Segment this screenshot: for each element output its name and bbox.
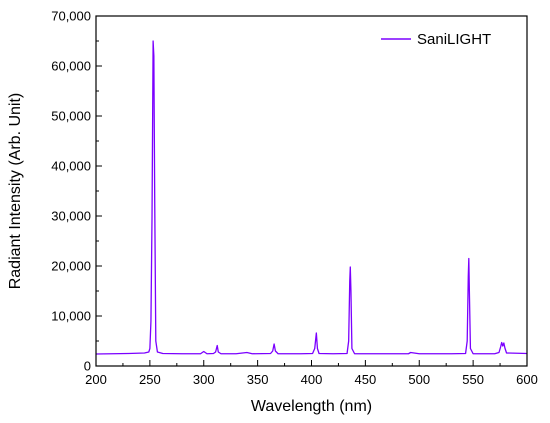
y-axis-ticks bbox=[96, 15, 102, 367]
x-tick-label: 300 bbox=[193, 372, 215, 387]
y-tick-label: 30,000 bbox=[51, 209, 91, 224]
x-tick-label: 200 bbox=[85, 372, 107, 387]
plot-frame bbox=[95, 15, 528, 367]
y-tick-label: 70,000 bbox=[51, 9, 91, 24]
y-tick-label: 40,000 bbox=[51, 159, 91, 174]
y-tick-label: 60,000 bbox=[51, 59, 91, 74]
y-tick-label: 50,000 bbox=[51, 109, 91, 124]
x-tick-label: 550 bbox=[462, 372, 484, 387]
y-axis-tick-labels: 0 10,000 20,000 30,000 40,000 50,000 60,000 70,… bbox=[51, 9, 91, 374]
x-tick-label: 250 bbox=[139, 372, 161, 387]
legend-label-sanilight: SaniLIGHT bbox=[417, 31, 491, 48]
y-tick-label: 0 bbox=[84, 359, 91, 374]
y-tick-label: 10,000 bbox=[51, 309, 91, 324]
x-tick-label: 400 bbox=[301, 372, 323, 387]
x-tick-label: 500 bbox=[408, 372, 430, 387]
x-tick-label: 450 bbox=[355, 372, 377, 387]
x-axis-tick-labels: 200 250 300 350 400 450 500 550 600 bbox=[85, 372, 538, 387]
x-axis-title: Wavelength (nm) bbox=[251, 398, 372, 415]
y-axis-title: Radiant Intensity (Arb. Unit) bbox=[7, 93, 24, 290]
x-tick-label: 350 bbox=[247, 372, 269, 387]
x-tick-label: 600 bbox=[516, 372, 538, 387]
series-line-sanilight bbox=[95, 40, 528, 355]
legend: SaniLIGHT bbox=[381, 31, 491, 48]
y-tick-label: 20,000 bbox=[51, 259, 91, 274]
x-axis-ticks bbox=[95, 360, 528, 366]
